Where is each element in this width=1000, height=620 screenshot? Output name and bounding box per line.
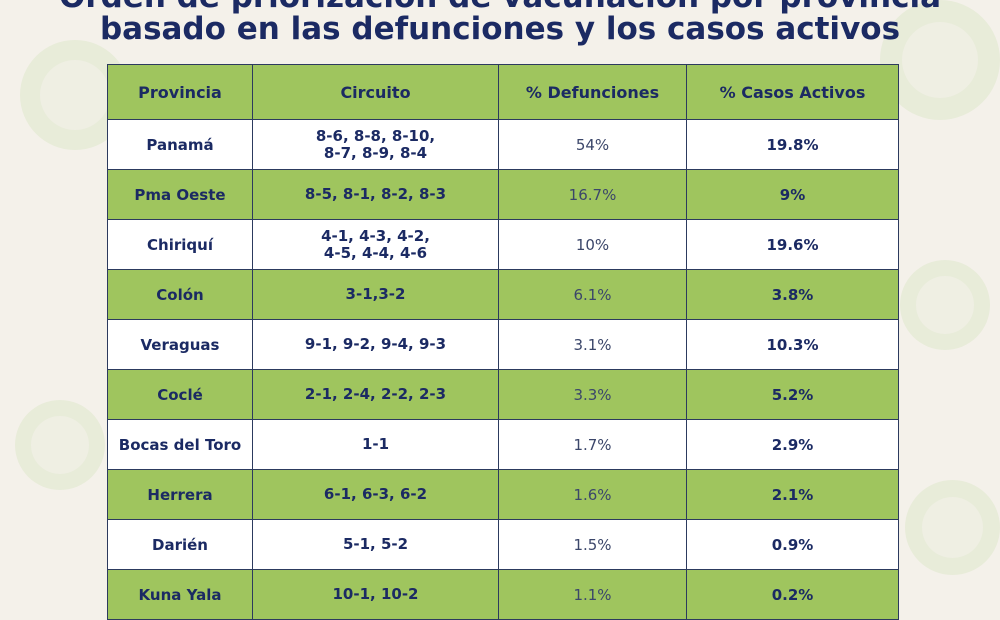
cell-casos-activos: 19.6%	[686, 219, 899, 270]
cell-casos-activos: 10.3%	[686, 319, 899, 370]
cell-circuito: 10-1, 10-2	[252, 569, 499, 620]
cell-casos-activos: 0.9%	[686, 519, 899, 570]
cell-defunciones: 54%	[498, 119, 687, 170]
circuito-line: 3-1,3-2	[345, 285, 406, 303]
cell-casos-activos: 19.8%	[686, 119, 899, 170]
cell-casos-activos: 2.9%	[686, 419, 899, 470]
cell-provincia: Veraguas	[107, 319, 253, 370]
table-header-row: Provincia Circuito % Defunciones % Casos…	[107, 64, 899, 120]
cell-provincia: Kuna Yala	[107, 569, 253, 620]
vaccination-priority-table: Provincia Circuito % Defunciones % Casos…	[107, 64, 899, 620]
cell-circuito: 2-1, 2-4, 2-2, 2-3	[252, 369, 499, 420]
table-row: Veraguas 9-1, 9-2, 9-4, 9-3 3.1% 10.3%	[107, 319, 899, 370]
cell-defunciones: 1.6%	[498, 469, 687, 520]
cell-provincia: Colón	[107, 269, 253, 320]
cell-circuito: 1-1	[252, 419, 499, 470]
header-circuito: Circuito	[252, 64, 499, 120]
circuito-line: 8-7, 8-9, 8-4	[323, 143, 428, 162]
circuito-line: 4-5, 4-4, 4-6	[323, 243, 428, 262]
cell-provincia: Darién	[107, 519, 253, 570]
circuito-line: 1-1	[361, 435, 390, 453]
cell-provincia: Panamá	[107, 119, 253, 170]
cell-casos-activos: 5.2%	[686, 369, 899, 420]
cell-casos-activos: 0.2%	[686, 569, 899, 620]
table-row: Bocas del Toro 1-1 1.7% 2.9%	[107, 419, 899, 470]
cell-casos-activos: 2.1%	[686, 469, 899, 520]
title-line-1: Orden de priorización de vacunación por …	[0, 0, 1000, 14]
virus-decoration-icon	[905, 480, 1000, 575]
virus-decoration-icon	[880, 0, 1000, 120]
cell-circuito: 8-5, 8-1, 8-2, 8-3	[252, 169, 499, 220]
circuito-line: 9-1, 9-2, 9-4, 9-3	[304, 335, 447, 353]
cell-defunciones: 1.5%	[498, 519, 687, 570]
header-provincia: Provincia	[107, 64, 253, 120]
circuito-line: 8-6, 8-8, 8-10,	[315, 126, 436, 145]
circuito-line: 8-5, 8-1, 8-2, 8-3	[304, 185, 447, 203]
cell-defunciones: 6.1%	[498, 269, 687, 320]
cell-circuito: 5-1, 5-2	[252, 519, 499, 570]
table-row: Chiriquí 4-1, 4-3, 4-2, 4-5, 4-4, 4-6 10% 19…	[107, 219, 899, 270]
cell-circuito: 3-1,3-2	[252, 269, 499, 320]
cell-defunciones: 1.1%	[498, 569, 687, 620]
circuito-line: 4-1, 4-3, 4-2,	[321, 226, 430, 245]
table-row: Pma Oeste 8-5, 8-1, 8-2, 8-3 16.7% 9%	[107, 169, 899, 220]
cell-provincia: Coclé	[107, 369, 253, 420]
header-casos-activos: % Casos Activos	[686, 64, 899, 120]
cell-casos-activos: 9%	[686, 169, 899, 220]
cell-defunciones: 3.1%	[498, 319, 687, 370]
cell-provincia: Herrera	[107, 469, 253, 520]
cell-casos-activos: 3.8%	[686, 269, 899, 320]
circuito-line: 5-1, 5-2	[342, 535, 409, 553]
virus-decoration-icon	[15, 400, 105, 490]
header-defunciones: % Defunciones	[498, 64, 687, 120]
cell-provincia: Pma Oeste	[107, 169, 253, 220]
circuito-line: 10-1, 10-2	[332, 585, 419, 603]
table-row: Kuna Yala 10-1, 10-2 1.1% 0.2%	[107, 569, 899, 620]
table-row: Coclé 2-1, 2-4, 2-2, 2-3 3.3% 5.2%	[107, 369, 899, 420]
title-line-2: basado en las defunciones y los casos ac…	[99, 11, 901, 47]
cell-provincia: Bocas del Toro	[107, 419, 253, 470]
cell-circuito: 9-1, 9-2, 9-4, 9-3	[252, 319, 499, 370]
table-row: Panamá 8-6, 8-8, 8-10, 8-7, 8-9, 8-4 54% 19.…	[107, 119, 899, 170]
circuito-line: 2-1, 2-4, 2-2, 2-3	[304, 385, 447, 403]
cell-defunciones: 3.3%	[498, 369, 687, 420]
cell-provincia: Chiriquí	[107, 219, 253, 270]
circuito-line: 6-1, 6-3, 6-2	[323, 485, 428, 503]
cell-circuito: 4-1, 4-3, 4-2, 4-5, 4-4, 4-6	[252, 219, 499, 270]
table-row: Herrera 6-1, 6-3, 6-2 1.6% 2.1%	[107, 469, 899, 520]
cell-defunciones: 16.7%	[498, 169, 687, 220]
cell-circuito: 8-6, 8-8, 8-10, 8-7, 8-9, 8-4	[252, 119, 499, 170]
table-row: Darién 5-1, 5-2 1.5% 0.9%	[107, 519, 899, 570]
cell-defunciones: 1.7%	[498, 419, 687, 470]
cell-defunciones: 10%	[498, 219, 687, 270]
virus-decoration-icon	[900, 260, 990, 350]
table-row: Colón 3-1,3-2 6.1% 3.8%	[107, 269, 899, 320]
cell-circuito: 6-1, 6-3, 6-2	[252, 469, 499, 520]
